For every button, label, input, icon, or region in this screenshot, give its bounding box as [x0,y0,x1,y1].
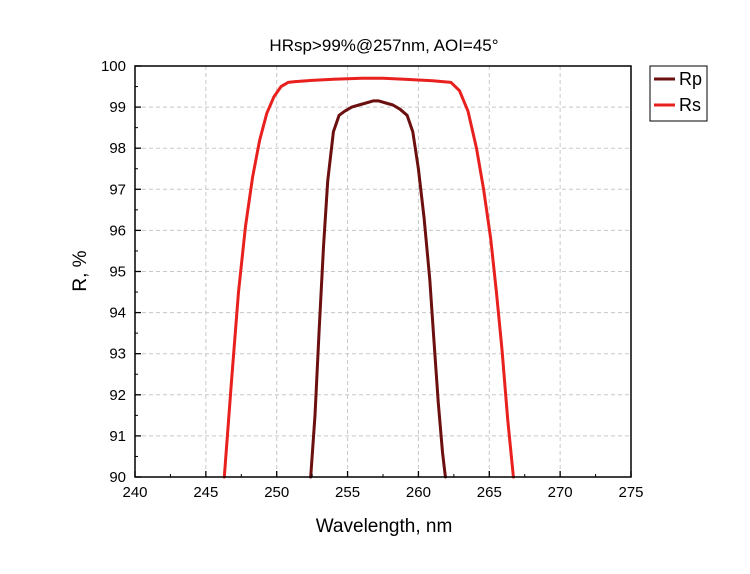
x-tick-label: 275 [618,484,643,501]
series-layer [222,76,515,479]
x-tick-label: 245 [193,484,218,501]
grid [135,66,631,477]
x-tick-label: 270 [548,484,573,501]
y-tick-label: 97 [109,181,126,198]
tick-labels: 240 245 250 255 260 265 270 275 90 91 92 93 94 95 96 97… [101,58,644,501]
y-tick-label: 90 [109,469,126,486]
legend-label-rp: Rp [679,69,702,89]
series-line-rs [222,76,515,479]
y-tick-label: 91 [109,428,126,445]
y-tick-label: 92 [109,387,126,404]
y-tick-label: 95 [109,264,126,281]
x-tick-label: 250 [264,484,289,501]
x-tick-label: 255 [335,484,360,501]
y-tick-label: 93 [109,346,126,363]
chart-title: HRsp>99%@257nm, AOI=45° [269,36,498,55]
y-tick-label: 99 [109,99,126,116]
x-tick-label: 260 [406,484,431,501]
series-line-rp [309,99,447,479]
legend-label-rs: Rs [679,95,701,115]
x-tick-label: 265 [477,484,502,501]
y-tick-label: 96 [109,222,126,239]
legend-box [649,65,708,122]
y-tick-label: 94 [109,305,126,322]
legend: Rp Rs [649,65,708,122]
x-axis-title: Wavelength, nm [316,516,453,537]
ticks [134,65,632,478]
y-tick-label: 98 [109,140,126,157]
x-tick-label: 240 [122,484,147,501]
y-tick-label: 100 [101,58,126,75]
y-axis-title: R, % [70,250,91,291]
